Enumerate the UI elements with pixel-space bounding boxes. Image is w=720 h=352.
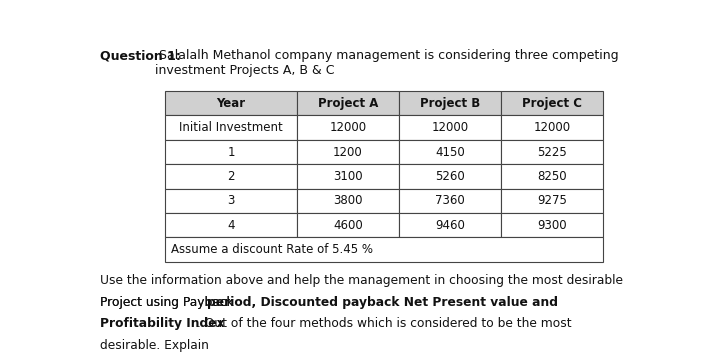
Text: Profitability Index: Profitability Index (100, 318, 225, 330)
Text: 4600: 4600 (333, 219, 363, 232)
Bar (399, 140, 501, 164)
Text: desirable. Explain: desirable. Explain (100, 339, 209, 352)
Text: 5225: 5225 (537, 145, 567, 158)
Text: 4150: 4150 (435, 145, 464, 158)
Text: 5260: 5260 (435, 170, 464, 183)
Text: 3800: 3800 (333, 194, 362, 207)
Text: Project B: Project B (420, 97, 480, 110)
Bar (501, 140, 603, 164)
Text: 1: 1 (228, 145, 235, 158)
Bar (166, 213, 297, 237)
Bar (399, 91, 501, 115)
Text: 2: 2 (228, 170, 235, 183)
Text: 9460: 9460 (435, 219, 465, 232)
Text: 4: 4 (228, 219, 235, 232)
Text: 1200: 1200 (333, 145, 363, 158)
Text: Project A: Project A (318, 97, 378, 110)
Text: Initial Investment: Initial Investment (179, 121, 283, 134)
Bar (399, 213, 501, 237)
Text: 12000: 12000 (329, 121, 366, 134)
Bar (297, 115, 399, 140)
Bar (166, 164, 297, 189)
Text: Question 1:: Question 1: (100, 49, 181, 62)
Text: Project using Payback: Project using Payback (100, 296, 238, 309)
Bar (501, 164, 603, 189)
Text: 3: 3 (228, 194, 235, 207)
Bar (399, 115, 501, 140)
Text: Project C: Project C (522, 97, 582, 110)
Bar (501, 189, 603, 213)
Bar (501, 91, 603, 115)
Text: 7360: 7360 (435, 194, 464, 207)
Text: 3100: 3100 (333, 170, 363, 183)
Text: . Out of the four methods which is considered to be the most: . Out of the four methods which is consi… (197, 318, 571, 330)
Bar (297, 189, 399, 213)
Bar (297, 140, 399, 164)
Bar (166, 91, 297, 115)
Bar (297, 91, 399, 115)
Bar (297, 164, 399, 189)
Text: 9300: 9300 (537, 219, 567, 232)
Bar (399, 189, 501, 213)
Text: Salalalh Methanol company management is considering three competing
investment P: Salalalh Methanol company management is … (155, 49, 618, 77)
Text: 12000: 12000 (534, 121, 570, 134)
Text: period, Discounted payback Net Present value and: period, Discounted payback Net Present v… (207, 296, 557, 309)
Text: 12000: 12000 (431, 121, 469, 134)
Bar (501, 213, 603, 237)
Bar (297, 213, 399, 237)
Bar (166, 140, 297, 164)
Bar (166, 189, 297, 213)
Bar (501, 115, 603, 140)
Text: 8250: 8250 (537, 170, 567, 183)
Bar (399, 164, 501, 189)
Text: Assume a discount Rate of 5.45 %: Assume a discount Rate of 5.45 % (171, 243, 373, 256)
Text: Project using Payback: Project using Payback (100, 296, 238, 309)
Bar (166, 115, 297, 140)
Text: 9275: 9275 (537, 194, 567, 207)
Text: Use the information above and help the management in choosing the most desirable: Use the information above and help the m… (100, 274, 623, 287)
Bar (166, 237, 603, 262)
Text: Year: Year (217, 97, 246, 110)
